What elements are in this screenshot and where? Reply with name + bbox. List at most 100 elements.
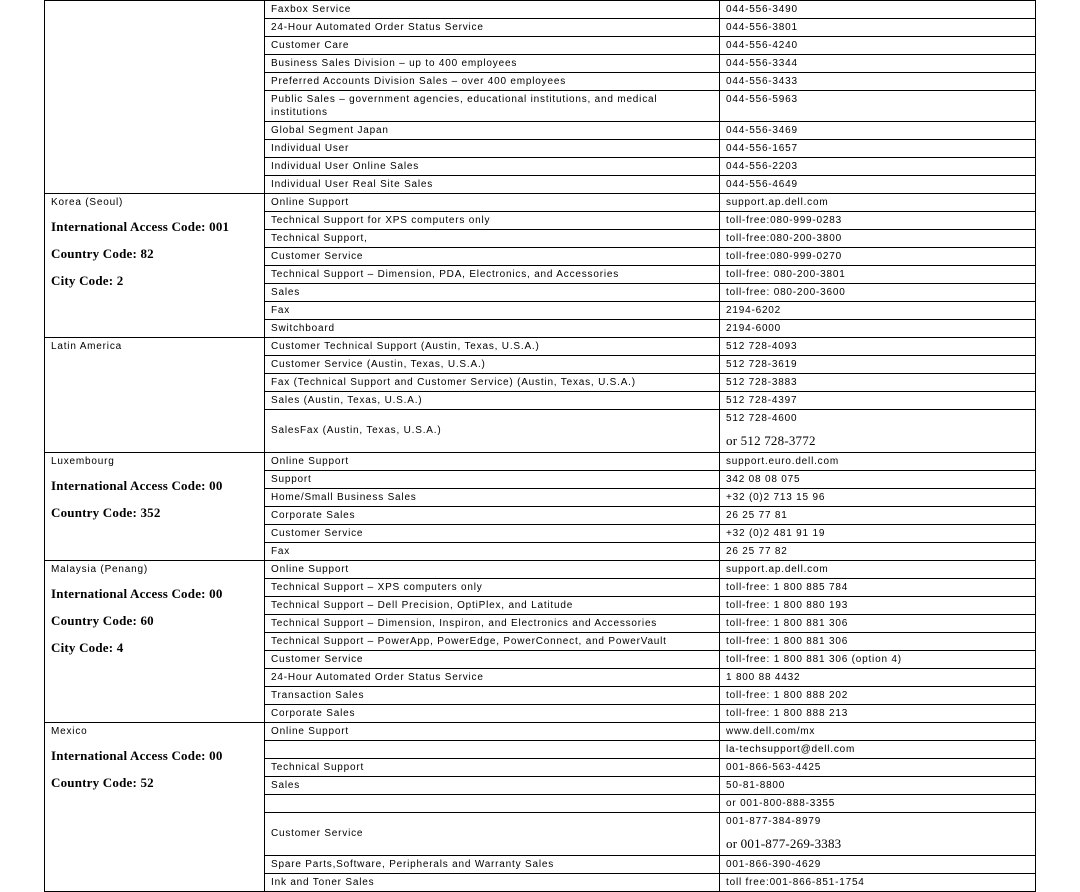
service-cell: Online Support <box>265 560 720 578</box>
contact-cell: 50-81-8800 <box>720 776 1036 794</box>
country-code-line: Country Code: 52 <box>51 775 260 792</box>
table-row: Mexico International Access Code: 00 Cou… <box>45 722 1036 740</box>
service-cell: Home/Small Business Sales <box>265 488 720 506</box>
country-cell-malaysia: Malaysia (Penang) International Access C… <box>45 560 265 722</box>
country-cell-japan <box>45 1 265 194</box>
contact-cell: toll-free:080-999-0270 <box>720 248 1036 266</box>
service-cell: Individual User <box>265 140 720 158</box>
service-cell: 24-Hour Automated Order Status Service <box>265 19 720 37</box>
service-cell: Fax (Technical Support and Customer Serv… <box>265 374 720 392</box>
service-cell: Technical Support – Dell Precision, Opti… <box>265 596 720 614</box>
service-cell: Switchboard <box>265 320 720 338</box>
contact-cell: toll-free: 080-200-3600 <box>720 284 1036 302</box>
service-cell: Technical Support – Dimension, PDA, Elec… <box>265 266 720 284</box>
service-cell: Online Support <box>265 194 720 212</box>
service-cell: Preferred Accounts Division Sales – over… <box>265 73 720 91</box>
iac-line: International Access Code: 00 <box>51 586 260 603</box>
contact-cell: 044-556-4649 <box>720 176 1036 194</box>
contact-cell: 001-866-563-4425 <box>720 758 1036 776</box>
service-cell: Fax <box>265 542 720 560</box>
service-cell: Technical Support, <box>265 230 720 248</box>
contact-cell: or 001-800-888-3355 <box>720 794 1036 812</box>
contact-cell: 512 728-4397 <box>720 392 1036 410</box>
contact-cell: 1 800 88 4432 <box>720 668 1036 686</box>
service-cell: Customer Service (Austin, Texas, U.S.A.) <box>265 356 720 374</box>
country-code-line: Country Code: 60 <box>51 613 260 630</box>
contact-cell: 044-556-5963 <box>720 91 1036 122</box>
contact-cell: 26 25 77 82 <box>720 542 1036 560</box>
contact-cell: toll-free: 1 800 881 306 <box>720 632 1036 650</box>
service-cell: Faxbox Service <box>265 1 720 19</box>
service-cell: Online Support <box>265 722 720 740</box>
service-cell: Fax <box>265 302 720 320</box>
contact-alt: or 512 728-3772 <box>726 433 1031 450</box>
country-label: Korea (Seoul) <box>51 197 123 208</box>
service-cell: Technical Support <box>265 758 720 776</box>
contact-cell: 044-556-3801 <box>720 19 1036 37</box>
service-cell: Technical Support for XPS computers only <box>265 212 720 230</box>
contact-table-container: Faxbox Service 044-556-3490 24-Hour Auto… <box>0 0 1080 892</box>
country-cell-korea: Korea (Seoul) International Access Code:… <box>45 194 265 338</box>
contact-cell: 044-556-1657 <box>720 140 1036 158</box>
country-code-line: Country Code: 352 <box>51 505 260 522</box>
contact-cell: toll-free: 1 800 885 784 <box>720 578 1036 596</box>
service-cell: Customer Service <box>265 524 720 542</box>
contact-cell: toll-free:080-999-0283 <box>720 212 1036 230</box>
country-code-line: Country Code: 82 <box>51 246 260 263</box>
contact-cell: 2194-6000 <box>720 320 1036 338</box>
contact-cell: toll free:001-866-851-1754 <box>720 873 1036 891</box>
contact-cell: +32 (0)2 481 91 19 <box>720 524 1036 542</box>
service-cell: Technical Support – PowerApp, PowerEdge,… <box>265 632 720 650</box>
contact-cell: 001-866-390-4629 <box>720 855 1036 873</box>
service-cell: Corporate Sales <box>265 506 720 524</box>
contact-cell: 512 728-4093 <box>720 338 1036 356</box>
contact-cell: toll-free: 080-200-3801 <box>720 266 1036 284</box>
service-cell: Global Segment Japan <box>265 122 720 140</box>
service-cell: Public Sales – government agencies, educ… <box>265 91 720 122</box>
table-row: Malaysia (Penang) International Access C… <box>45 560 1036 578</box>
contact-cell: la-techsupport@dell.com <box>720 740 1036 758</box>
contact-cell: toll-free: 1 800 888 213 <box>720 704 1036 722</box>
contact-cell: 044-556-3490 <box>720 1 1036 19</box>
contact-cell: toll-free: 1 800 881 306 (option 4) <box>720 650 1036 668</box>
service-cell: Individual User Online Sales <box>265 158 720 176</box>
country-label: Latin America <box>51 341 122 352</box>
service-cell: 24-Hour Automated Order Status Service <box>265 668 720 686</box>
iac-line: International Access Code: 001 <box>51 219 260 236</box>
contact-cell: 26 25 77 81 <box>720 506 1036 524</box>
contact-cell: support.euro.dell.com <box>720 452 1036 470</box>
service-cell: Customer Service <box>265 248 720 266</box>
service-cell: Sales <box>265 776 720 794</box>
contact-primary: 001-877-384-8979 <box>726 816 821 827</box>
service-cell: Customer Care <box>265 37 720 55</box>
service-cell: Technical Support – Dimension, Inspiron,… <box>265 614 720 632</box>
service-cell: Transaction Sales <box>265 686 720 704</box>
service-cell: SalesFax (Austin, Texas, U.S.A.) <box>265 410 720 453</box>
table-row: Faxbox Service 044-556-3490 <box>45 1 1036 19</box>
contact-cell: 512 728-4600 or 512 728-3772 <box>720 410 1036 453</box>
service-cell: Online Support <box>265 452 720 470</box>
contact-cell: 512 728-3619 <box>720 356 1036 374</box>
iac-line: International Access Code: 00 <box>51 478 260 495</box>
city-code-line: City Code: 2 <box>51 273 260 290</box>
service-cell: Support <box>265 470 720 488</box>
contact-cell: support.ap.dell.com <box>720 194 1036 212</box>
city-code-line: City Code: 4 <box>51 640 260 657</box>
iac-line: International Access Code: 00 <box>51 748 260 765</box>
contact-cell: 044-556-4240 <box>720 37 1036 55</box>
country-label: Mexico <box>51 726 87 737</box>
contact-cell: 342 08 08 075 <box>720 470 1036 488</box>
service-cell: Customer Service <box>265 650 720 668</box>
service-cell: Sales <box>265 284 720 302</box>
service-cell <box>265 740 720 758</box>
table-row: Latin America Customer Technical Support… <box>45 338 1036 356</box>
contact-cell: 512 728-3883 <box>720 374 1036 392</box>
service-cell: Technical Support – XPS computers only <box>265 578 720 596</box>
contact-primary: 512 728-4600 <box>726 413 797 424</box>
service-cell: Sales (Austin, Texas, U.S.A.) <box>265 392 720 410</box>
table-row: Korea (Seoul) International Access Code:… <box>45 194 1036 212</box>
contact-cell: 2194-6202 <box>720 302 1036 320</box>
contact-table: Faxbox Service 044-556-3490 24-Hour Auto… <box>44 0 1036 892</box>
country-cell-latin-america: Latin America <box>45 338 265 453</box>
contact-cell: support.ap.dell.com <box>720 560 1036 578</box>
